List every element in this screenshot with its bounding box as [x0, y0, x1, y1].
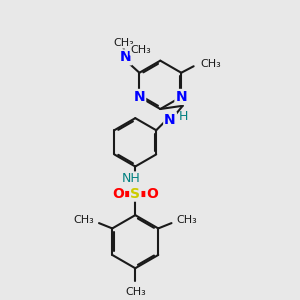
Text: N: N [119, 50, 131, 64]
Text: N: N [164, 113, 176, 127]
Text: H: H [179, 110, 188, 123]
Text: CH₃: CH₃ [176, 215, 197, 225]
Text: CH₃: CH₃ [200, 59, 221, 70]
Text: N: N [134, 90, 145, 104]
Text: NH: NH [122, 172, 140, 185]
Text: CH₃: CH₃ [130, 45, 151, 55]
Text: CH₃: CH₃ [125, 286, 146, 296]
Text: O: O [112, 187, 124, 201]
Text: S: S [130, 187, 140, 201]
Text: O: O [146, 187, 158, 201]
Text: CH₃: CH₃ [73, 215, 94, 225]
Text: N: N [176, 90, 187, 104]
Text: CH₃: CH₃ [114, 38, 134, 48]
